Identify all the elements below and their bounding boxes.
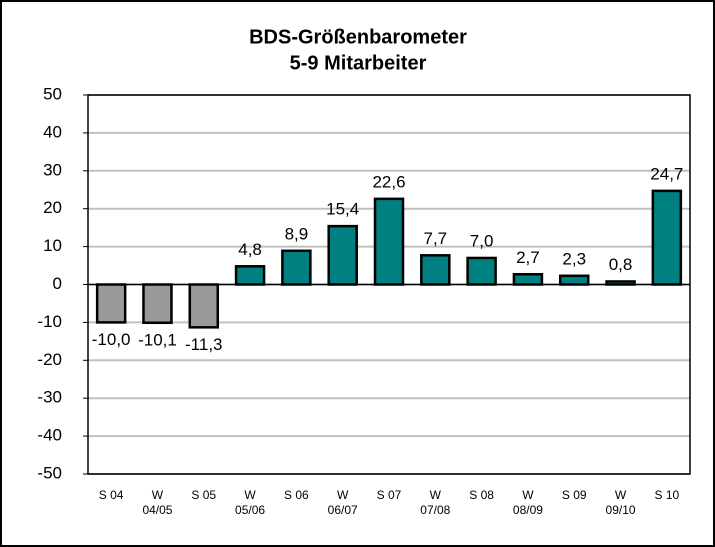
x-tick-label: S 07: [376, 488, 402, 502]
x-tick-label: W 09/10: [605, 488, 636, 517]
data-label: 22,6: [372, 172, 405, 191]
x-tick-label: W 07/08: [420, 488, 451, 517]
plot-border: [87, 94, 691, 475]
bar: [466, 256, 497, 286]
y-tick-label: 50: [43, 84, 62, 103]
y-tick-label: 0: [53, 274, 62, 293]
data-label: 7,7: [423, 229, 447, 248]
bar: [512, 273, 544, 286]
data-label: 2,7: [516, 248, 540, 267]
data-label: -11,3: [185, 335, 223, 354]
bar: [95, 283, 127, 324]
x-tick-label: S 06: [284, 488, 309, 502]
y-tick-label: 40: [43, 122, 62, 141]
x-tick-label: S 09: [561, 488, 587, 502]
x-tick-label: W 08/09: [512, 488, 543, 517]
data-label: 2,3: [562, 249, 586, 268]
data-label: 8,9: [285, 224, 309, 243]
y-tick-label: 20: [43, 198, 62, 217]
x-tick-label: W 05/06: [235, 488, 266, 517]
bar: [558, 274, 590, 286]
x-tick-label: S 08: [469, 488, 494, 502]
chart-subtitle: 5-9 Mitarbeiter: [290, 52, 427, 74]
y-tick-label: -20: [37, 350, 62, 369]
x-tick-label: S 04: [98, 488, 124, 502]
y-tick-label: 10: [43, 236, 62, 255]
data-label: -10,0: [92, 330, 131, 349]
bar: [142, 283, 173, 325]
bar: [281, 249, 312, 286]
y-tick-label: -10: [37, 312, 62, 331]
data-label: 24,7: [650, 164, 683, 183]
chart-title: BDS-Größenbarometer: [249, 26, 467, 48]
y-tick-label: 30: [43, 160, 62, 179]
bar: [651, 189, 683, 286]
x-tick-label: W 06/07: [327, 488, 358, 517]
x-tick-label: W 04/05: [142, 488, 173, 517]
data-label: -10,1: [138, 330, 177, 349]
data-label: 4,8: [238, 240, 262, 259]
data-label: 0,8: [609, 255, 633, 274]
y-tick-label: -40: [37, 426, 62, 445]
bar: [373, 197, 405, 286]
data-label: 15,4: [326, 200, 359, 219]
y-tick-label: -30: [37, 388, 62, 407]
y-tick-label: -50: [37, 463, 62, 482]
bar: [234, 265, 266, 286]
x-tick-label: S 05: [191, 488, 217, 502]
x-tick-label: S 10: [654, 488, 680, 502]
bar: [188, 283, 220, 329]
bar: [420, 254, 451, 286]
data-label: 7,0: [470, 231, 494, 250]
bar: [327, 224, 358, 286]
